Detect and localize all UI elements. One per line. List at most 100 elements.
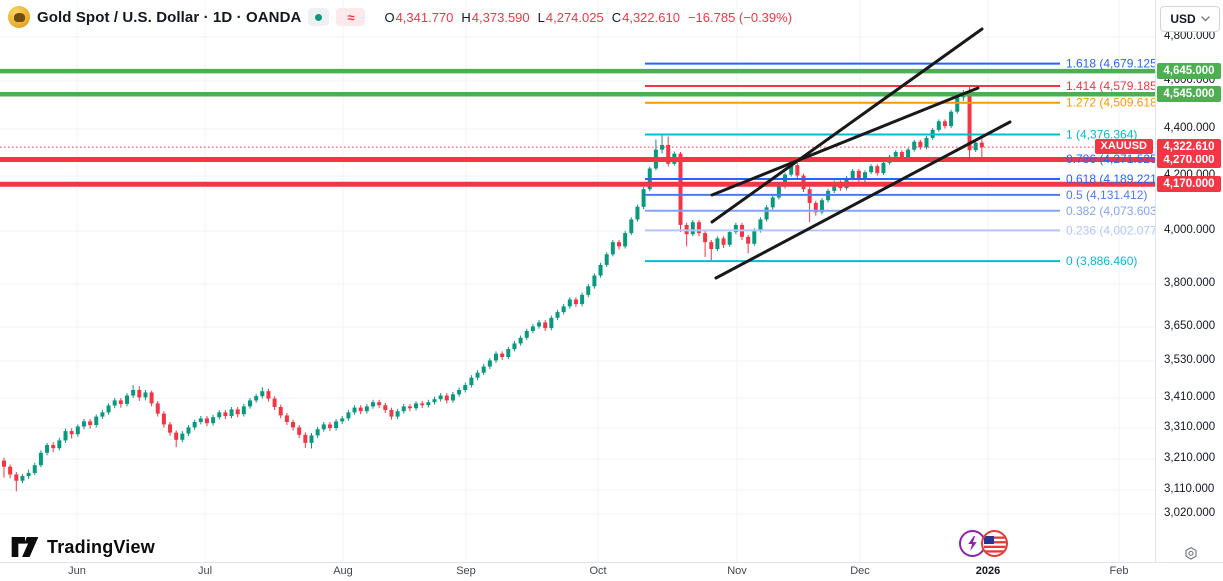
candle-body — [899, 152, 904, 160]
price-axis-label: 4,000.000 — [1164, 224, 1216, 236]
candle-body — [543, 322, 548, 329]
candle-body — [309, 435, 314, 443]
candle-body — [106, 405, 111, 413]
candle-body — [955, 97, 960, 112]
candle-body — [186, 427, 191, 434]
candle-body — [450, 394, 455, 401]
candle-body — [69, 431, 74, 435]
candle-body — [936, 121, 941, 130]
candle-body — [137, 389, 142, 398]
time-axis-label: Jun — [68, 565, 86, 577]
time-axis-label: 2026 — [975, 565, 1001, 577]
candle-body — [377, 402, 382, 406]
trend-line[interactable] — [710, 27, 984, 224]
candle-body — [586, 286, 591, 295]
fib-level-label: 0.5 (4,131.412) — [1066, 188, 1147, 202]
price-scale-settings-gear-icon[interactable] — [1183, 546, 1199, 562]
time-axis-label: Dec — [850, 565, 870, 577]
price-axis[interactable]: USD 4,800.000 4,600.000 4,400.000 4,200.000… — [1155, 0, 1223, 562]
candle-body — [352, 407, 357, 413]
fib-level-label: 0.618 (4,189.221) — [1066, 172, 1155, 186]
candle-body — [229, 409, 234, 416]
economic-events — [959, 530, 1008, 557]
price-axis-badge: 4,545.000 — [1157, 86, 1221, 103]
price-axis-badge: 4,322.610 — [1157, 139, 1221, 156]
time-axis[interactable]: Jun Jul Aug Sep Oct Nov Dec 2026 Feb — [0, 562, 1223, 581]
candle-body — [340, 418, 345, 422]
candle-body — [389, 410, 394, 417]
candle-body — [764, 207, 769, 220]
price-axis-label: 4,400.000 — [1164, 122, 1216, 134]
candle-body — [524, 330, 529, 338]
trend-line[interactable] — [710, 86, 980, 197]
candle-body — [475, 372, 480, 378]
candle-body — [641, 189, 646, 207]
candle-body — [770, 197, 775, 208]
candle-body — [555, 312, 560, 318]
us-flag-event-icon[interactable] — [981, 530, 1008, 557]
price-axis-label: 3,650.000 — [1164, 320, 1216, 332]
candle-body — [481, 366, 486, 373]
candle-body — [168, 424, 173, 433]
candle-body — [912, 141, 917, 150]
candle-body — [204, 418, 209, 424]
price-axis-badge: 4,645.000 — [1157, 63, 1221, 80]
tradingview-logo[interactable]: TradingView — [10, 535, 155, 559]
candle-body — [580, 294, 585, 305]
economic-event-lightning-icon[interactable] — [959, 530, 986, 557]
tradingview-logo-text: TradingView — [47, 536, 155, 557]
candle-body — [51, 445, 56, 449]
candle-body — [752, 230, 757, 244]
candle-body — [660, 144, 665, 150]
high-label: H — [461, 9, 471, 25]
candle-body — [149, 392, 154, 404]
low-label: L — [537, 9, 545, 25]
candle-body — [20, 476, 25, 481]
candle-body — [703, 233, 708, 243]
price-axis-label: 3,210.000 — [1164, 452, 1216, 464]
high-value: 4,373.590 — [471, 9, 530, 25]
currency-selector-button[interactable]: USD — [1160, 6, 1220, 32]
candle-body — [321, 424, 326, 430]
chart-pane[interactable]: 1.618 (4,679.125) 1.414 (4,579.185) 1.272 … — [0, 0, 1155, 562]
chevron-down-icon — [1200, 16, 1210, 22]
candle-body — [610, 242, 615, 255]
close-label: C — [611, 9, 622, 25]
candle-body — [327, 424, 332, 428]
candle-body — [512, 343, 517, 350]
price-axis-label: 3,800.000 — [1164, 277, 1216, 289]
candle-body — [469, 377, 474, 386]
candle-body — [118, 400, 123, 404]
candle-body — [414, 403, 419, 409]
fib-level-label: 0.786 (4,271.525) — [1066, 152, 1155, 166]
candle-body — [8, 466, 13, 475]
market-status-pill[interactable] — [308, 8, 330, 26]
candle-body — [211, 417, 216, 424]
time-axis-label: Sep — [456, 565, 476, 577]
price-axis-label: 4,800.000 — [1164, 30, 1216, 42]
symbol-title[interactable]: Gold Spot / U.S. Dollar · 1D · OANDA — [37, 8, 302, 26]
candle-body — [88, 421, 93, 425]
candle-body — [549, 317, 554, 329]
candle-body — [629, 219, 634, 234]
candle-body — [383, 405, 388, 410]
candle-body — [112, 400, 117, 406]
currency-label: USD — [1170, 12, 1196, 26]
candle-body — [733, 224, 738, 233]
candle-body — [57, 440, 62, 449]
gold-coin-icon — [8, 6, 30, 28]
candle-body — [395, 411, 400, 417]
candle-body — [371, 402, 375, 407]
trend-line[interactable] — [714, 120, 1012, 280]
candle-body — [38, 452, 43, 466]
time-axis-label: Feb — [1109, 565, 1129, 577]
candle-body — [303, 434, 308, 443]
candle-body — [949, 111, 954, 127]
candle-body — [666, 144, 671, 164]
symbol-price-label[interactable]: XAUUSD — [1094, 139, 1153, 155]
candle-body — [537, 322, 542, 327]
approx-price-pill[interactable]: ≈ — [336, 8, 366, 26]
candle-body — [863, 172, 867, 180]
candle-body — [2, 460, 6, 467]
